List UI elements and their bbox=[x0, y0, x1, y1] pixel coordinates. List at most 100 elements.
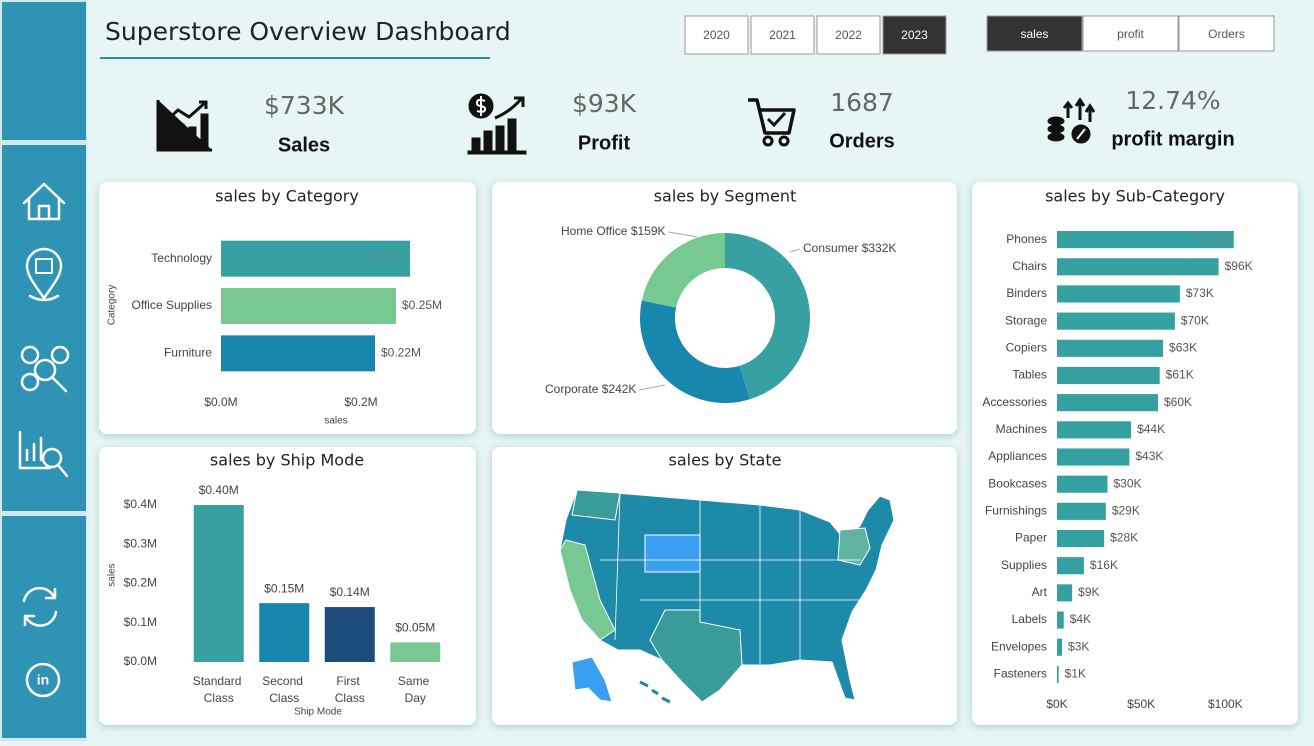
bar bbox=[1057, 285, 1180, 303]
kpis: $733K Sales $93K Profit 1687 Orders 12.74% prof… bbox=[264, 86, 1235, 156]
category-label: Fasteners bbox=[994, 667, 1047, 681]
slice-label: Home Office $159K bbox=[561, 224, 666, 238]
people-icon[interactable] bbox=[20, 345, 70, 393]
y-axis-label: sales bbox=[107, 563, 118, 586]
kpi-value: 12.74% bbox=[1125, 86, 1220, 115]
shipmode-panel bbox=[99, 447, 476, 725]
analysis-icon[interactable] bbox=[18, 430, 69, 478]
lens bbox=[33, 358, 57, 382]
coin bbox=[1047, 124, 1065, 134]
filters: 2020 2021 2022 2023 sales profit Orders bbox=[684, 15, 1275, 55]
refresh-icon[interactable] bbox=[22, 586, 58, 627]
pin bbox=[25, 247, 63, 300]
arcs bbox=[22, 586, 58, 627]
slice-value: $159K bbox=[631, 224, 666, 238]
margin-icon bbox=[1047, 97, 1096, 144]
leader-line bbox=[668, 231, 698, 238]
icon-arrow bbox=[494, 96, 525, 120]
bar bbox=[1057, 231, 1234, 249]
bar bbox=[1057, 584, 1073, 602]
coin bbox=[1047, 116, 1065, 126]
category-label: Tables bbox=[1012, 368, 1047, 382]
bar bbox=[1057, 665, 1059, 683]
subcategory-panel bbox=[972, 182, 1298, 725]
icon-bar bbox=[471, 137, 481, 153]
bar bbox=[1057, 475, 1108, 493]
y-tick-label: $0.4M bbox=[124, 497, 157, 511]
kpi-label: Sales bbox=[278, 134, 330, 156]
bar bbox=[324, 607, 375, 662]
value-label: $63K bbox=[1169, 340, 1197, 354]
donut-slice bbox=[725, 233, 810, 400]
icon-bar bbox=[188, 126, 197, 147]
person bbox=[20, 372, 40, 392]
measure-button[interactable] bbox=[1082, 15, 1179, 52]
measure-button[interactable] bbox=[1178, 15, 1275, 52]
category-label: Paper bbox=[1015, 531, 1047, 545]
category-label: First Class bbox=[335, 674, 365, 705]
year-button[interactable] bbox=[684, 15, 749, 55]
bar bbox=[221, 288, 396, 324]
arrows bbox=[23, 587, 57, 627]
value-label: $105K bbox=[1195, 232, 1230, 246]
measure-label: Orders bbox=[1208, 27, 1245, 41]
slice-category: Corporate bbox=[545, 382, 599, 396]
dollar bbox=[475, 96, 487, 116]
year-label: 2023 bbox=[901, 28, 928, 42]
value-label: $60K bbox=[1164, 395, 1192, 409]
dashboard-title: Superstore Overview Dashboard bbox=[105, 17, 511, 46]
year-label: 2020 bbox=[703, 28, 730, 42]
value-label: $61K bbox=[1166, 368, 1194, 382]
value-label: $3K bbox=[1068, 639, 1089, 653]
wheel bbox=[762, 135, 774, 147]
bar bbox=[1057, 448, 1130, 466]
bar bbox=[1057, 557, 1084, 575]
arrows bbox=[1062, 97, 1096, 122]
bar bbox=[1057, 258, 1219, 276]
slice-value: $332K bbox=[862, 241, 897, 255]
icon-bar bbox=[483, 130, 493, 153]
year-button[interactable] bbox=[750, 15, 815, 55]
kpi-label: profit margin bbox=[1111, 128, 1234, 150]
chart-title: sales by State bbox=[669, 451, 782, 470]
borders bbox=[600, 492, 860, 665]
person bbox=[20, 345, 40, 365]
icon-bar bbox=[164, 129, 173, 147]
value-label: $30K bbox=[1114, 476, 1142, 490]
category-label: Copiers bbox=[1006, 340, 1047, 354]
slice-label: Corporate $242K bbox=[545, 382, 636, 396]
value-label: $70K bbox=[1181, 313, 1209, 327]
category-label: Chairs bbox=[1012, 259, 1047, 273]
slice-category: Home Office bbox=[561, 224, 628, 238]
year-label: 2022 bbox=[835, 28, 862, 42]
value-label: $4K bbox=[1070, 612, 1091, 626]
value-label: $0.27M bbox=[366, 251, 406, 265]
value-label: $0.25M bbox=[402, 298, 442, 312]
y-tick-label: $0.3M bbox=[124, 536, 157, 550]
bar bbox=[1057, 611, 1064, 629]
icon-base bbox=[467, 150, 527, 155]
bar bbox=[1057, 366, 1160, 385]
california bbox=[559, 539, 616, 641]
home-icon[interactable] bbox=[22, 182, 66, 221]
icon-bar bbox=[507, 118, 517, 153]
category-label: Supplies bbox=[1001, 558, 1047, 572]
year-button[interactable] bbox=[816, 15, 881, 55]
value-label: $16K bbox=[1090, 558, 1118, 572]
hawaii bbox=[639, 680, 671, 704]
category-label: Labels bbox=[1012, 612, 1047, 626]
value-label: $0.15M bbox=[264, 581, 304, 595]
measure-button[interactable] bbox=[986, 15, 1083, 52]
bar bbox=[1057, 529, 1105, 548]
bar bbox=[193, 505, 244, 662]
map-icon[interactable] bbox=[25, 247, 63, 302]
bar bbox=[221, 240, 410, 277]
linkedin-icon[interactable] bbox=[25, 662, 61, 698]
year-button[interactable] bbox=[882, 15, 947, 55]
value-label: $0.05M bbox=[395, 621, 435, 635]
percent-sign bbox=[1076, 128, 1086, 140]
icon-bar bbox=[200, 113, 209, 147]
value-label: $29K bbox=[1112, 504, 1140, 518]
category-label: Envelopes bbox=[991, 639, 1047, 653]
